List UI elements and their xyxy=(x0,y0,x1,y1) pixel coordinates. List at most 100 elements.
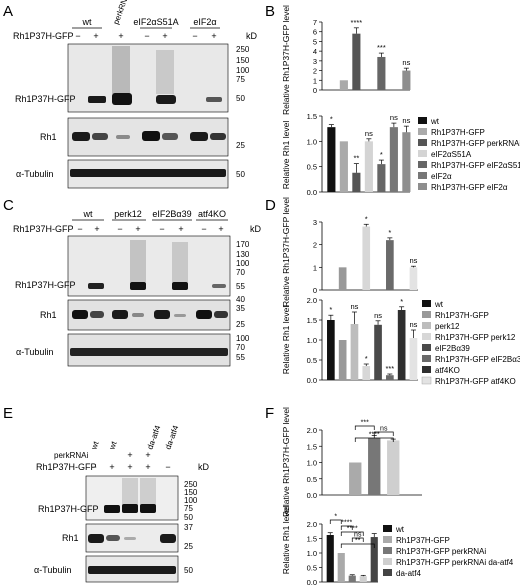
panel-e-perk-sign-4: + xyxy=(145,450,150,460)
f-top-bracket-label: *** xyxy=(361,420,369,427)
panel-c-sign-6: + xyxy=(178,224,183,234)
panel-c-band-label-gfp: Rh1P37H-GFP xyxy=(15,280,76,290)
b-top-significance-label: **** xyxy=(351,18,363,27)
b-bottom-bar xyxy=(327,127,336,192)
panel-c-sign-3: − xyxy=(117,224,122,234)
b-bottom-significance-label: ns xyxy=(365,129,373,138)
panel-a-marker-100: 100 xyxy=(236,66,250,75)
b-bottom-significance-label: ns xyxy=(390,113,398,122)
b-top-ytick-label: 1 xyxy=(313,76,317,85)
f-bottom-bracket-label: **** xyxy=(341,520,352,527)
panel-c-marker-55b: 55 xyxy=(236,353,245,362)
d-bottom-bar xyxy=(338,340,347,380)
d-bottom-ytick-label: 1.5 xyxy=(307,316,317,325)
panel-a-row-label: Rh1P37H-GFP xyxy=(13,31,74,41)
f-bottom-bracket xyxy=(340,531,364,536)
d-bottom-significance-label: ns xyxy=(374,311,382,320)
legend-d-item: eIF2Bα39 xyxy=(435,344,470,353)
d-bottom-ytick-label: 1.0 xyxy=(307,336,317,345)
panel-a-sign-6: − xyxy=(192,31,197,41)
f-bottom-bar xyxy=(326,535,334,582)
panel-a-marker-150: 150 xyxy=(236,56,250,65)
panel-c-group-wt: wt xyxy=(83,209,93,219)
panel-b-top-ylabel: Relative Rh1P37H-GFP level xyxy=(281,5,291,115)
f-bottom-bracket xyxy=(340,543,375,548)
panel-a-marker-75: 75 xyxy=(236,75,245,84)
panel-c-band xyxy=(88,283,104,289)
panel-e-group-3: da-atf4 xyxy=(145,424,162,451)
panel-e-marker-50: 50 xyxy=(184,513,193,522)
d-bottom-bar xyxy=(386,375,394,380)
d-bottom-significance-label: * xyxy=(329,305,332,314)
panel-a-sign-4: − xyxy=(144,31,149,41)
panel-a-band xyxy=(206,97,222,102)
panel-e-perk-label: perkRNAi xyxy=(54,451,88,460)
d-bottom-significance-label: *** xyxy=(385,364,394,373)
panel-d-top-ylabel: Relative Rh1P37H-GFP level xyxy=(281,197,291,307)
panel-e-marker-250: 250 xyxy=(184,480,198,489)
d-top-significance-label: ns xyxy=(409,256,417,265)
legend-d: wt Rh1P37H-GFP perk12 Rh1P37H-GFP perk12… xyxy=(421,300,520,386)
f-bottom-bracket xyxy=(351,537,364,542)
d-bottom-bar xyxy=(350,324,359,380)
panel-c-sign-7: − xyxy=(201,224,206,234)
panel-a-marker-250: 250 xyxy=(236,45,250,54)
d-bottom-bar xyxy=(397,310,406,380)
panel-c-marker-100b: 100 xyxy=(236,334,250,343)
panel-c-sign-1: − xyxy=(77,224,82,234)
panel-e-band-label-tubulin: α-Tubulin xyxy=(34,565,71,575)
legend-d-item: Rh1P37H-GFP perk12 xyxy=(435,333,516,342)
legend-b-item: Rh1P37H-GFP perkRNAi xyxy=(431,139,520,148)
b-top-ytick-label: 4 xyxy=(313,47,317,56)
legend-b-item: eIF2α xyxy=(431,172,452,181)
panel-c-marker-70b: 70 xyxy=(236,343,245,352)
panel-c-marker-170: 170 xyxy=(236,240,250,249)
panel-e-group-4: da-atf4 xyxy=(163,424,180,451)
f-bottom-bracket-label: ** xyxy=(355,538,361,545)
f-bottom-bar xyxy=(359,576,367,582)
panel-a-marker-25: 25 xyxy=(236,141,245,150)
legend-d-item: Rh1P37H-GFP xyxy=(435,311,489,320)
d-top-bar xyxy=(386,240,394,290)
panel-e-band-label-rh1: Rh1 xyxy=(62,533,79,543)
d-bottom-bar xyxy=(409,338,418,380)
legend-d-item: Rh1P37H-GFP eIF2Bα39 xyxy=(435,355,520,364)
panel-c-band xyxy=(130,282,146,290)
f-bottom-bracket xyxy=(329,519,342,524)
f-bottom-ytick-label: 0.5 xyxy=(307,564,317,573)
d-bottom-bar xyxy=(327,320,335,380)
panel-e-marker-50b: 50 xyxy=(184,566,193,575)
panel-e-band xyxy=(122,504,138,513)
f-top-bracket xyxy=(354,425,375,430)
b-top-bar xyxy=(402,70,411,90)
panel-label-f: F xyxy=(265,405,274,422)
f-bottom-bracket-label: * xyxy=(334,514,337,521)
panel-a-band xyxy=(88,96,106,103)
legend-b-item: wt xyxy=(430,117,440,126)
panel-f-top-ylabel: Relative Rh1P37H-GFP level xyxy=(281,407,291,517)
b-bottom-ytick-label: 0.0 xyxy=(307,188,317,197)
legend-b-item: Rh1P37H-GFP eIF2α xyxy=(431,183,508,192)
d-top-ytick-label: 1 xyxy=(313,263,317,272)
f-top-bracket-label: **** xyxy=(369,432,380,439)
panel-c-marker-100: 100 xyxy=(236,259,250,268)
f-top-bracket xyxy=(373,431,394,436)
b-bottom-ytick-label: 1.0 xyxy=(307,137,317,146)
panel-a-sign-5: + xyxy=(162,31,167,41)
b-top-ytick-label: 0 xyxy=(313,86,317,95)
d-top-bar xyxy=(338,267,347,290)
f-top-bar xyxy=(387,440,400,495)
f-bottom-bracket xyxy=(340,525,353,530)
b-bottom-significance-label: * xyxy=(380,150,383,159)
panel-a-group-perk: perkRNAi xyxy=(111,0,131,26)
d-top-ytick-label: 0 xyxy=(313,286,317,295)
panel-c-group-atf4: atf4KO xyxy=(198,209,226,219)
f-bottom-ytick-label: 1.0 xyxy=(307,549,317,558)
legend-f-item: Rh1P37H-GFP perkRNAi xyxy=(396,547,486,556)
panel-c-marker-70: 70 xyxy=(236,268,245,277)
legend-b-item: eIF2αS51A xyxy=(431,150,472,159)
legend-d-item: Rh1P37H-GFP atf4KO xyxy=(435,377,516,386)
d-top-ytick-label: 2 xyxy=(313,241,317,250)
